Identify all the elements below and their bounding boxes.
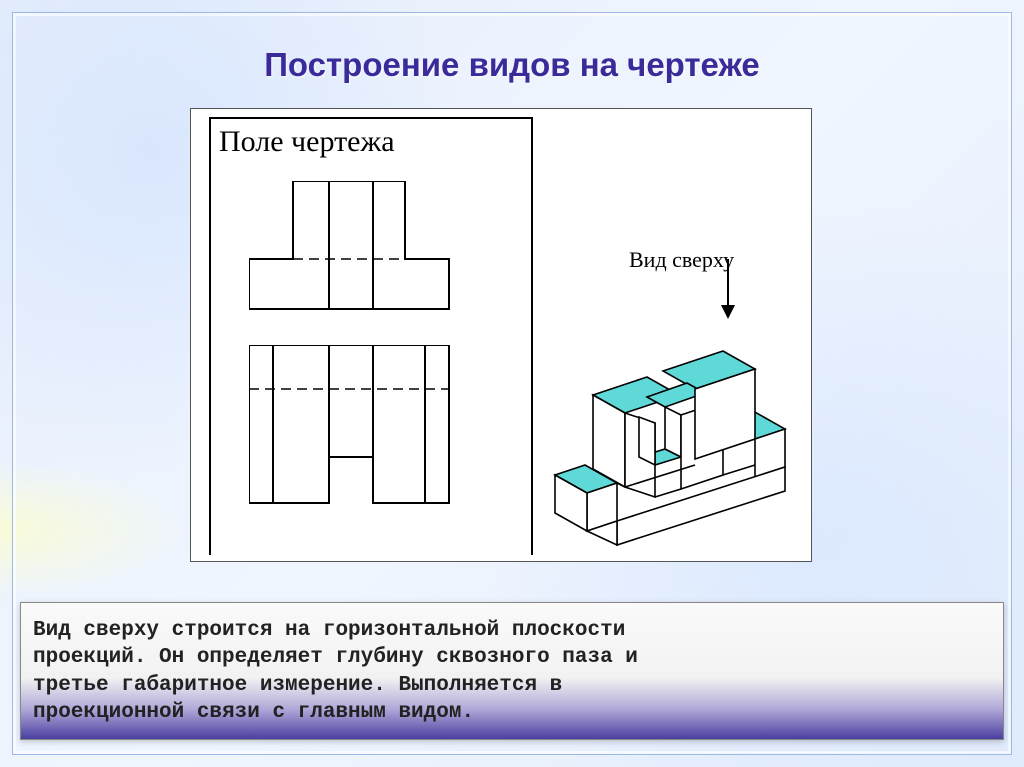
isometric-view <box>547 305 807 555</box>
top-view <box>249 345 459 515</box>
slide-title: Построение видов на чертеже <box>0 46 1024 84</box>
slide: Построение видов на чертеже Поле чертежа <box>0 0 1024 767</box>
drawing-field-label: Поле чертежа <box>219 125 395 159</box>
caption-text: Вид сверху строится на горизонтальной пл… <box>33 617 991 726</box>
front-view <box>249 181 459 321</box>
caption-box: Вид сверху строится на горизонтальной пл… <box>20 602 1004 740</box>
drawing-area: Поле чертежа Вид сверху <box>190 108 812 562</box>
